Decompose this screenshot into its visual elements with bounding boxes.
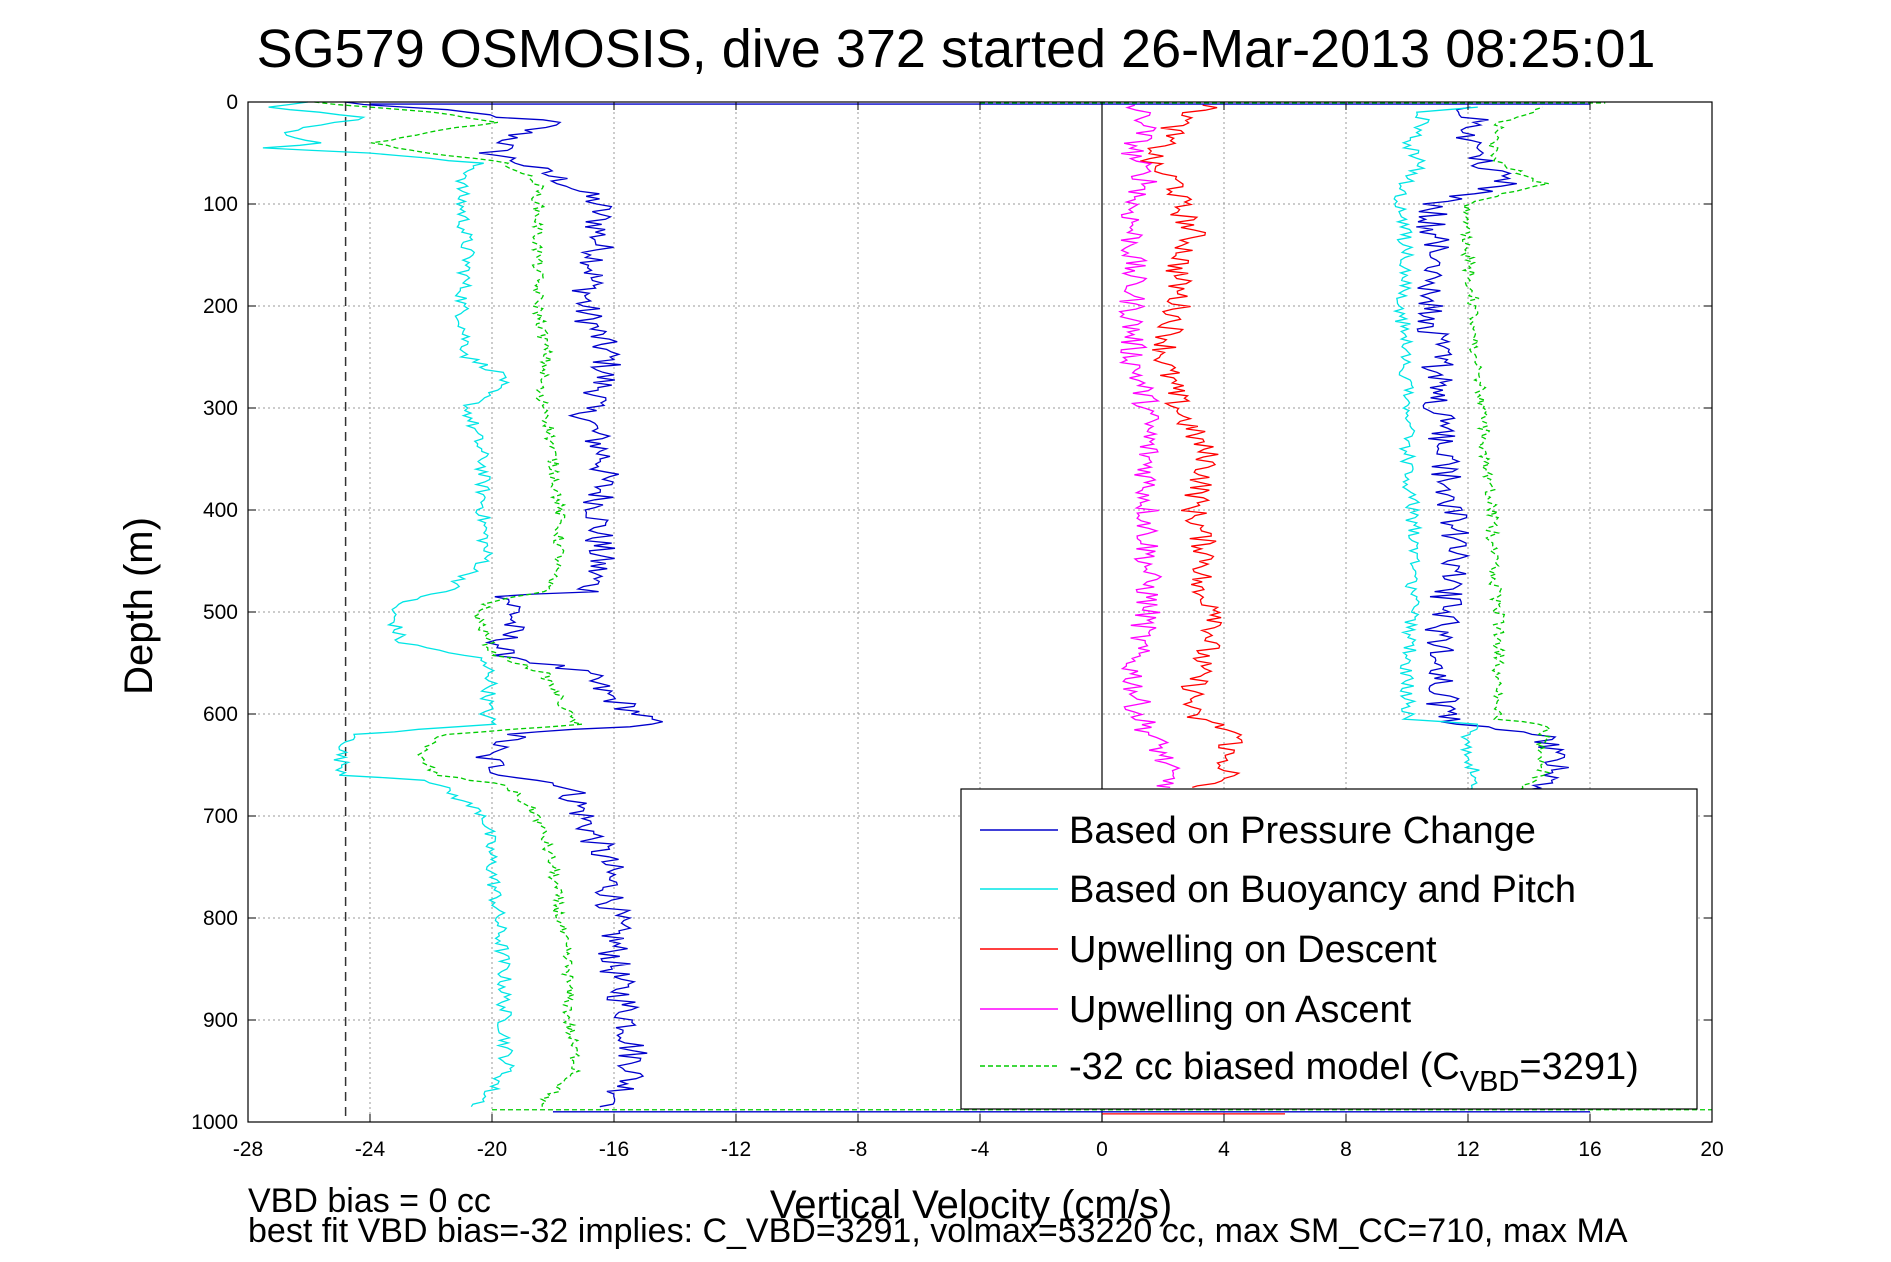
series-3 — [1139, 104, 1243, 789]
series-5-line-1 — [314, 101, 583, 1107]
x-tick-label: 20 — [1700, 1138, 1723, 1161]
x-tick-label: -16 — [599, 1138, 629, 1161]
legend-box — [960, 788, 1698, 1110]
x-tick-label: -24 — [355, 1138, 386, 1161]
x-tick-labels: -28 -24 -20 -16 -12 -8 -4 0 4 8 12 16 20 — [233, 1138, 1724, 1161]
y-tick-label: 500 — [203, 601, 238, 624]
y-tick-label: 0 — [226, 91, 238, 114]
legend-label-4: Upwelling on Ascent — [1069, 989, 1412, 1031]
series-4 — [1118, 104, 1181, 789]
y-tick-label: 700 — [203, 805, 238, 828]
chart-title: SG579 OSMOSIS, dive 372 started 26-Mar-2… — [257, 19, 1656, 79]
y-tick-label: 100 — [203, 193, 238, 216]
x-tick-label: -20 — [477, 1138, 507, 1161]
x-axis-label: Vertical Velocity (cm/s) — [770, 1183, 1172, 1227]
x-tick-label: -12 — [721, 1138, 751, 1161]
x-tick-label: -28 — [233, 1138, 263, 1161]
legend-label-3: Upwelling on Descent — [1069, 929, 1437, 971]
y-tick-label: 800 — [203, 907, 238, 930]
y-tick-label: 1000 — [191, 1111, 238, 1134]
x-tick-label: 4 — [1218, 1138, 1230, 1161]
y-tick-label: 900 — [203, 1009, 238, 1032]
x-tick-label: -8 — [849, 1138, 868, 1161]
y-tick-label: 300 — [203, 397, 238, 420]
plot-frame — [247, 101, 1713, 1123]
x-tick-label: 8 — [1340, 1138, 1352, 1161]
series-3-line-1 — [1139, 104, 1243, 789]
annotation-vbd-bias: VBD bias = 0 cc — [248, 1182, 491, 1220]
legend: Based on Pressure Change Based on Buoyanc… — [960, 788, 1698, 1110]
series-2-line-1 — [262, 101, 516, 1108]
annotation-best-fit: best fit VBD bias=-32 implies: C_VBD=329… — [248, 1212, 1628, 1250]
x-tick-label: 0 — [1096, 1138, 1108, 1161]
legend-label-1: Based on Pressure Change — [1069, 810, 1536, 852]
y-tick-label: 400 — [203, 499, 238, 522]
y-tick-label: 200 — [203, 295, 238, 318]
y-tick-label: 600 — [203, 703, 238, 726]
x-tick-label: -4 — [971, 1138, 990, 1161]
x-tick-label: 12 — [1456, 1138, 1479, 1161]
y-tick-labels: 0 100 200 300 400 500 600 700 800 900 1000 — [191, 91, 238, 1134]
legend-label-2: Based on Buoyancy and Pitch — [1069, 869, 1576, 911]
series-4-line-1 — [1118, 104, 1181, 789]
y-axis-label: Depth (m) — [117, 517, 161, 695]
series-1-line-1 — [344, 101, 663, 1108]
x-tick-label: 16 — [1578, 1138, 1601, 1161]
